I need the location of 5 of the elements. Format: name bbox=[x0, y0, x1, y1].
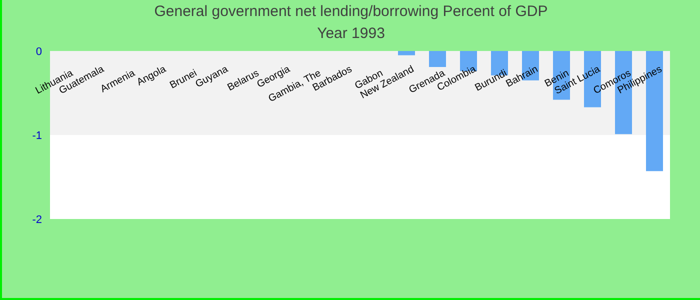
chart-subtitle: Year 1993 bbox=[316, 25, 386, 42]
y-tick-label: 0 bbox=[36, 46, 42, 58]
y-tick-label: -1 bbox=[32, 130, 42, 142]
y-tick-label: -2 bbox=[32, 214, 42, 226]
chart-title: General government net lending/borrowing Percent of GDP bbox=[153, 3, 549, 20]
